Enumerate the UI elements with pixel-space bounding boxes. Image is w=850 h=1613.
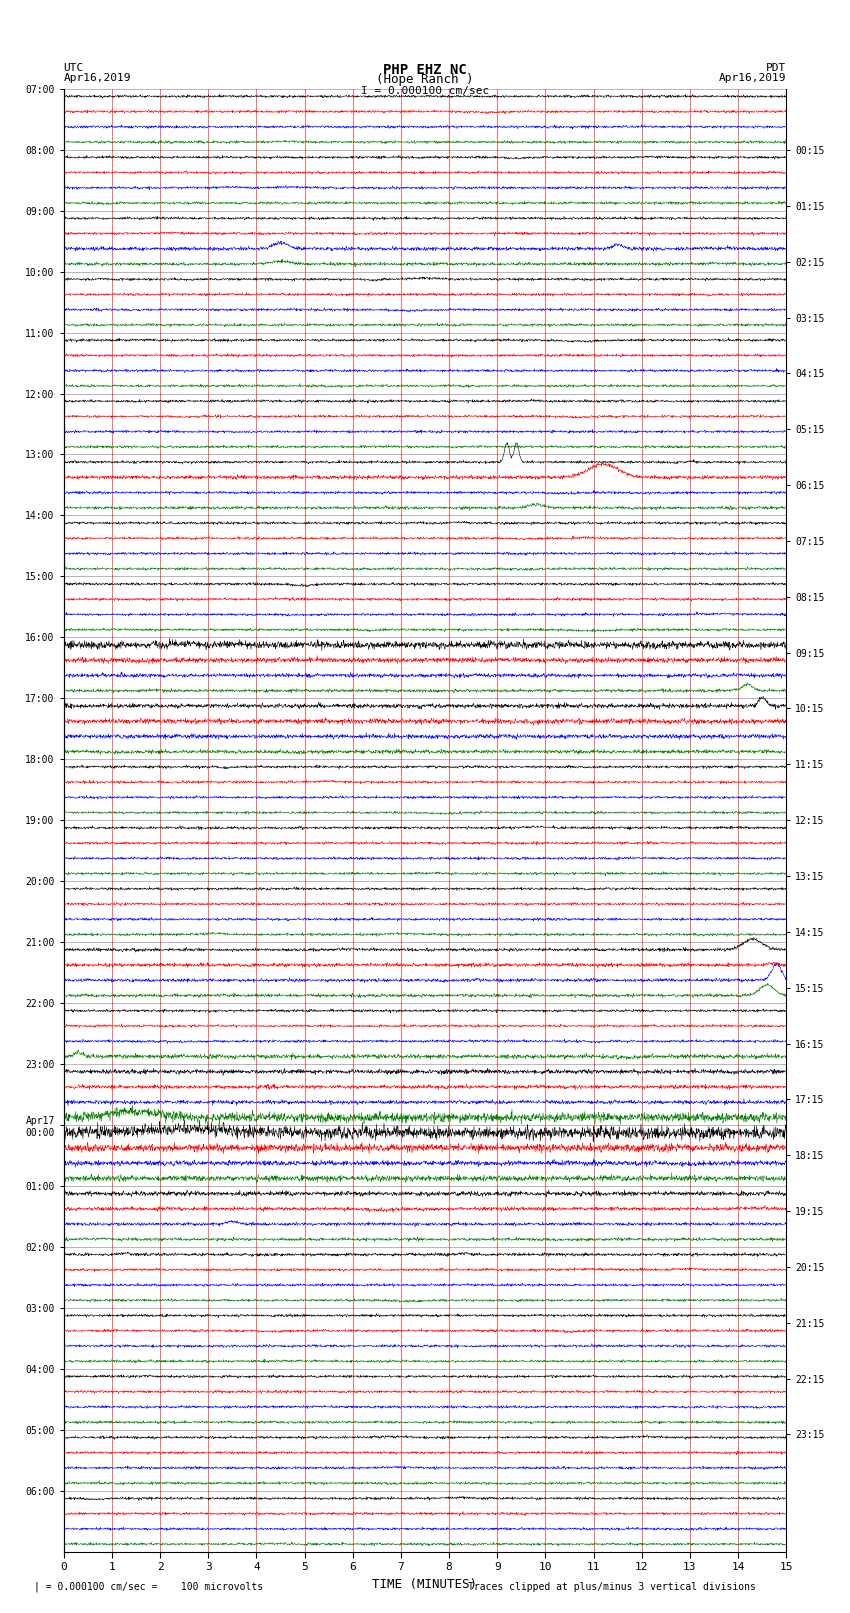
Text: PDT: PDT [766,63,786,73]
Text: PHP EHZ NC: PHP EHZ NC [383,63,467,77]
X-axis label: TIME (MINUTES): TIME (MINUTES) [372,1578,478,1590]
Text: UTC: UTC [64,63,84,73]
Text: | = 0.000100 cm/sec =    100 microvolts: | = 0.000100 cm/sec = 100 microvolts [34,1581,264,1592]
Text: Apr16,2019: Apr16,2019 [64,73,131,84]
Text: (Hope Ranch ): (Hope Ranch ) [377,73,473,85]
Text: I = 0.000100 cm/sec: I = 0.000100 cm/sec [361,85,489,97]
Text: Apr16,2019: Apr16,2019 [719,73,786,84]
Text: Traces clipped at plus/minus 3 vertical divisions: Traces clipped at plus/minus 3 vertical … [468,1582,756,1592]
